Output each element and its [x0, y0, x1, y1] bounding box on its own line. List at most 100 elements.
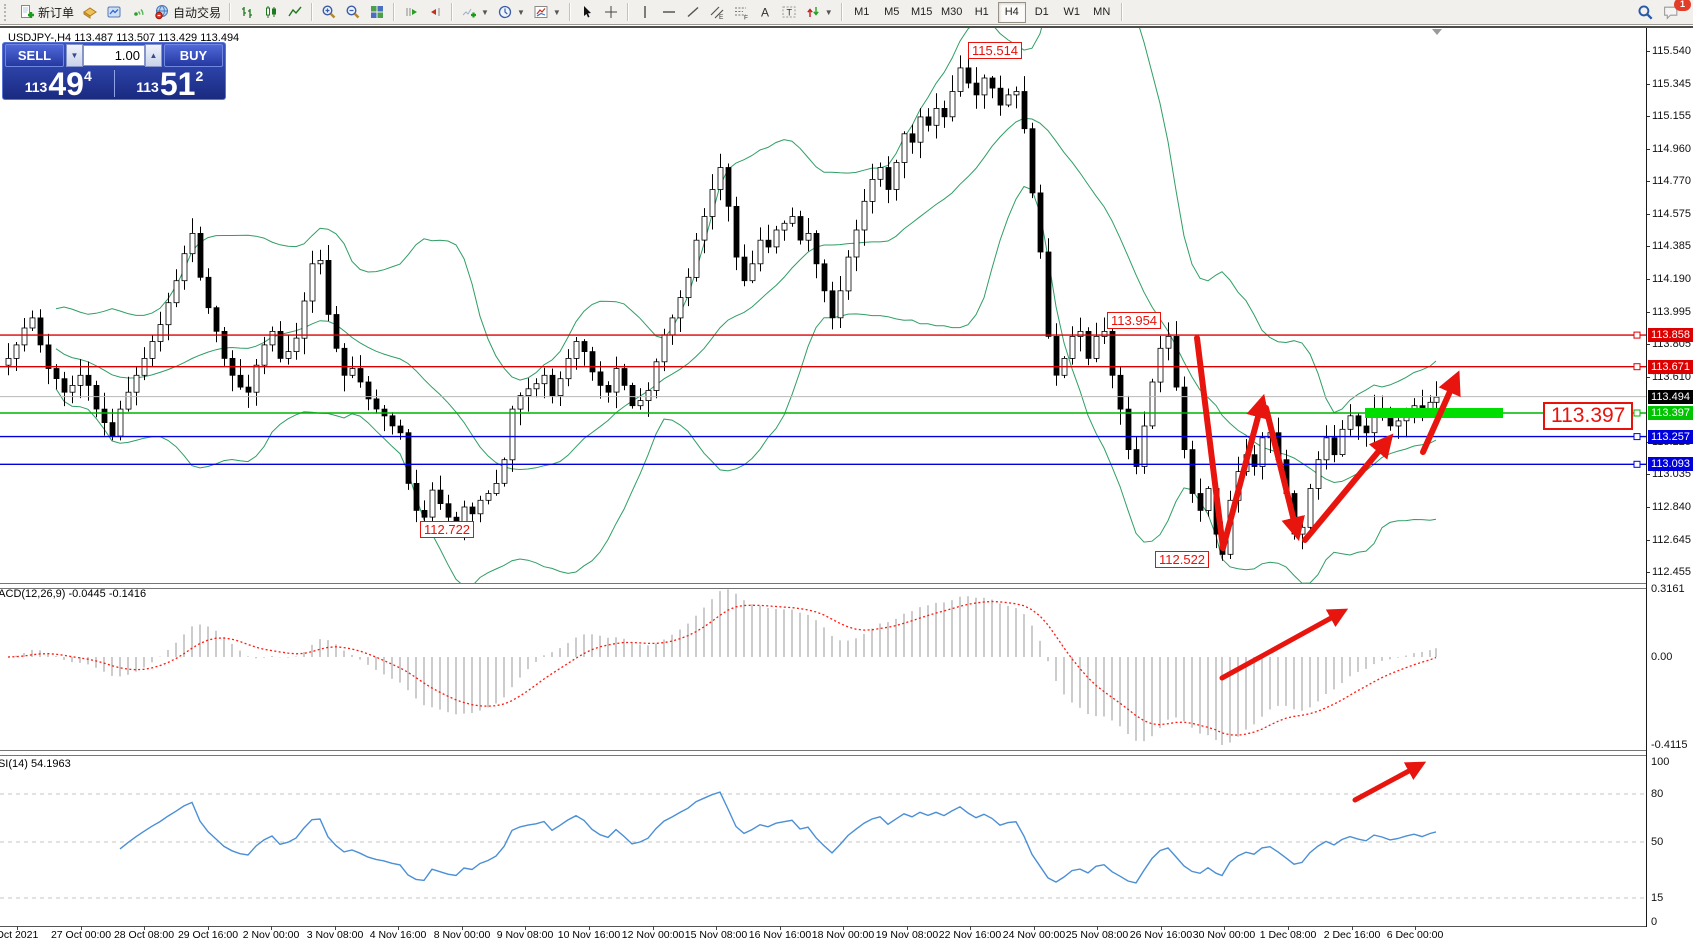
periods-clock-icon — [497, 4, 513, 20]
crosshair-button[interactable] — [599, 1, 623, 24]
chart-shift-button[interactable] — [423, 1, 447, 24]
buy-price-point: 2 — [195, 68, 204, 84]
pane-separator[interactable] — [0, 750, 1693, 756]
date-label: 27 Oct 00:00 — [50, 929, 112, 941]
signal-icon — [130, 4, 146, 20]
timeframe-m15[interactable]: M15 — [911, 6, 933, 18]
market-watch-icon — [82, 4, 98, 20]
volume-input[interactable]: 1.00 — [83, 45, 145, 66]
crosshair-icon — [603, 4, 619, 20]
auto-scroll-button[interactable] — [399, 1, 423, 24]
time-tick — [716, 926, 717, 930]
periods-button[interactable]: ▼ — [493, 1, 529, 24]
notifications-button[interactable]: 1 — [1658, 0, 1691, 24]
text-button[interactable]: A — [753, 1, 777, 24]
line-chart-button[interactable] — [283, 1, 307, 24]
price-tick: 114.190 — [1647, 273, 1691, 285]
market-watch-button[interactable] — [78, 1, 102, 24]
toolbar-grip[interactable] — [4, 3, 11, 21]
annotation-resistance[interactable]: 113.954 — [1107, 312, 1162, 329]
horizontal-line-button[interactable] — [657, 1, 681, 24]
trendline-button[interactable] — [681, 1, 705, 24]
svg-text:T: T — [786, 8, 792, 18]
notification-count-badge: 1 — [1674, 0, 1691, 11]
timeframe-h1[interactable]: H1 — [974, 6, 989, 18]
zoom-out-button[interactable] — [341, 1, 365, 24]
rsi-axis-tick: 0 — [1651, 916, 1658, 928]
candlestick-chart-button[interactable] — [259, 1, 283, 24]
channel-button[interactable]: E — [705, 1, 729, 24]
annotation-current-level[interactable]: 113.397 — [1543, 402, 1634, 430]
time-tick — [1352, 926, 1353, 930]
chart-title: USDJPY-,H4 113.487 113.507 113.429 113.4… — [8, 32, 240, 44]
arrows-tool-button[interactable]: ▼ — [801, 1, 837, 24]
buy-price[interactable]: 113 51 2 — [115, 68, 226, 99]
time-tick — [970, 926, 971, 930]
date-label: 22 Nov 16:00 — [938, 929, 1002, 941]
rsi-line — [119, 791, 1437, 884]
chart-shift-marker[interactable] — [1432, 29, 1442, 35]
price-tick: 112.455 — [1647, 566, 1691, 578]
buy-price-figure: 113 — [136, 79, 159, 95]
sell-price[interactable]: 113 49 4 — [3, 68, 114, 99]
toolbar-separator — [451, 3, 454, 21]
price-badge: 113.093 — [1648, 457, 1693, 471]
timeframe-h4[interactable]: H4 — [997, 1, 1026, 23]
fibonacci-button[interactable]: F — [729, 1, 753, 24]
auto-trading-button[interactable]: 自动交易 — [150, 1, 225, 24]
text-icon: A — [757, 4, 773, 20]
timeframe-mn[interactable]: MN — [1093, 6, 1111, 18]
chart-window-button[interactable] — [102, 1, 126, 24]
price-chart-canvas[interactable] — [0, 28, 1646, 583]
rsi-indicator-canvas[interactable] — [0, 754, 1646, 926]
price-axis[interactable]: 115.540 115.345 115.155 114.960 114.770 114.5… — [1646, 28, 1693, 927]
text-label-button[interactable]: T — [777, 1, 801, 24]
time-tick — [1161, 926, 1162, 930]
annotation-swing-high[interactable]: 115.514 — [968, 42, 1023, 59]
macd-indicator-canvas[interactable] — [0, 587, 1646, 750]
buy-button[interactable]: BUY — [164, 44, 223, 67]
annotation-swing-low-2[interactable]: 112.522 — [1155, 551, 1210, 568]
pane-separator[interactable] — [0, 583, 1693, 589]
price-tick: 112.840 — [1647, 501, 1691, 513]
cursor-button[interactable] — [575, 1, 599, 24]
zoom-in-button[interactable] — [317, 1, 341, 24]
time-tick — [525, 926, 526, 930]
search-button[interactable] — [1633, 1, 1658, 24]
toolbar-separator — [626, 3, 629, 21]
date-label: 9 Nov 08:00 — [496, 929, 554, 941]
bar-chart-button[interactable] — [235, 1, 259, 24]
tile-windows-button[interactable] — [365, 1, 389, 24]
timeframe-m1[interactable]: M1 — [854, 6, 870, 18]
macd-label: MACD(12,26,9) -0.0445 -0.1416 — [0, 588, 147, 600]
sell-price-point: 4 — [83, 68, 92, 84]
date-label: 4 Nov 16:00 — [369, 929, 427, 941]
bollinger-bands — [55, 28, 1437, 583]
price-tick: 113.610 — [1647, 371, 1691, 383]
timeframe-d1[interactable]: D1 — [1034, 6, 1049, 18]
line-chart-icon — [287, 4, 303, 20]
macd-trend-arrow[interactable] — [1219, 608, 1349, 681]
timeframe-m30[interactable]: M30 — [941, 6, 963, 18]
chart-shift-icon — [427, 4, 443, 20]
green-highlight-band[interactable] — [1365, 408, 1503, 418]
vertical-line-button[interactable] — [633, 1, 657, 24]
volume-decrease-button[interactable]: ▼ — [66, 44, 83, 67]
horizontal-level-lines[interactable] — [0, 331, 1646, 468]
new-order-button[interactable]: 新订单 — [15, 1, 78, 24]
rsi-trend-arrow[interactable] — [1352, 761, 1427, 803]
trend-arrows[interactable] — [1194, 335, 1461, 551]
price-tick: 114.385 — [1647, 240, 1691, 252]
sell-button[interactable]: SELL — [5, 44, 64, 67]
channel-icon: E — [709, 4, 725, 20]
signal-button[interactable] — [126, 1, 150, 24]
indicators-button[interactable]: ▼ — [457, 1, 493, 24]
time-tick — [208, 926, 209, 930]
toolbar-separator — [840, 3, 843, 21]
volume-increase-button[interactable]: ▲ — [145, 44, 162, 67]
templates-button[interactable]: ▼ — [529, 1, 565, 24]
annotation-swing-low-1[interactable]: 112.722 — [420, 521, 475, 538]
timeframe-w1[interactable]: W1 — [1063, 6, 1080, 18]
timeframe-m5[interactable]: M5 — [884, 6, 900, 18]
